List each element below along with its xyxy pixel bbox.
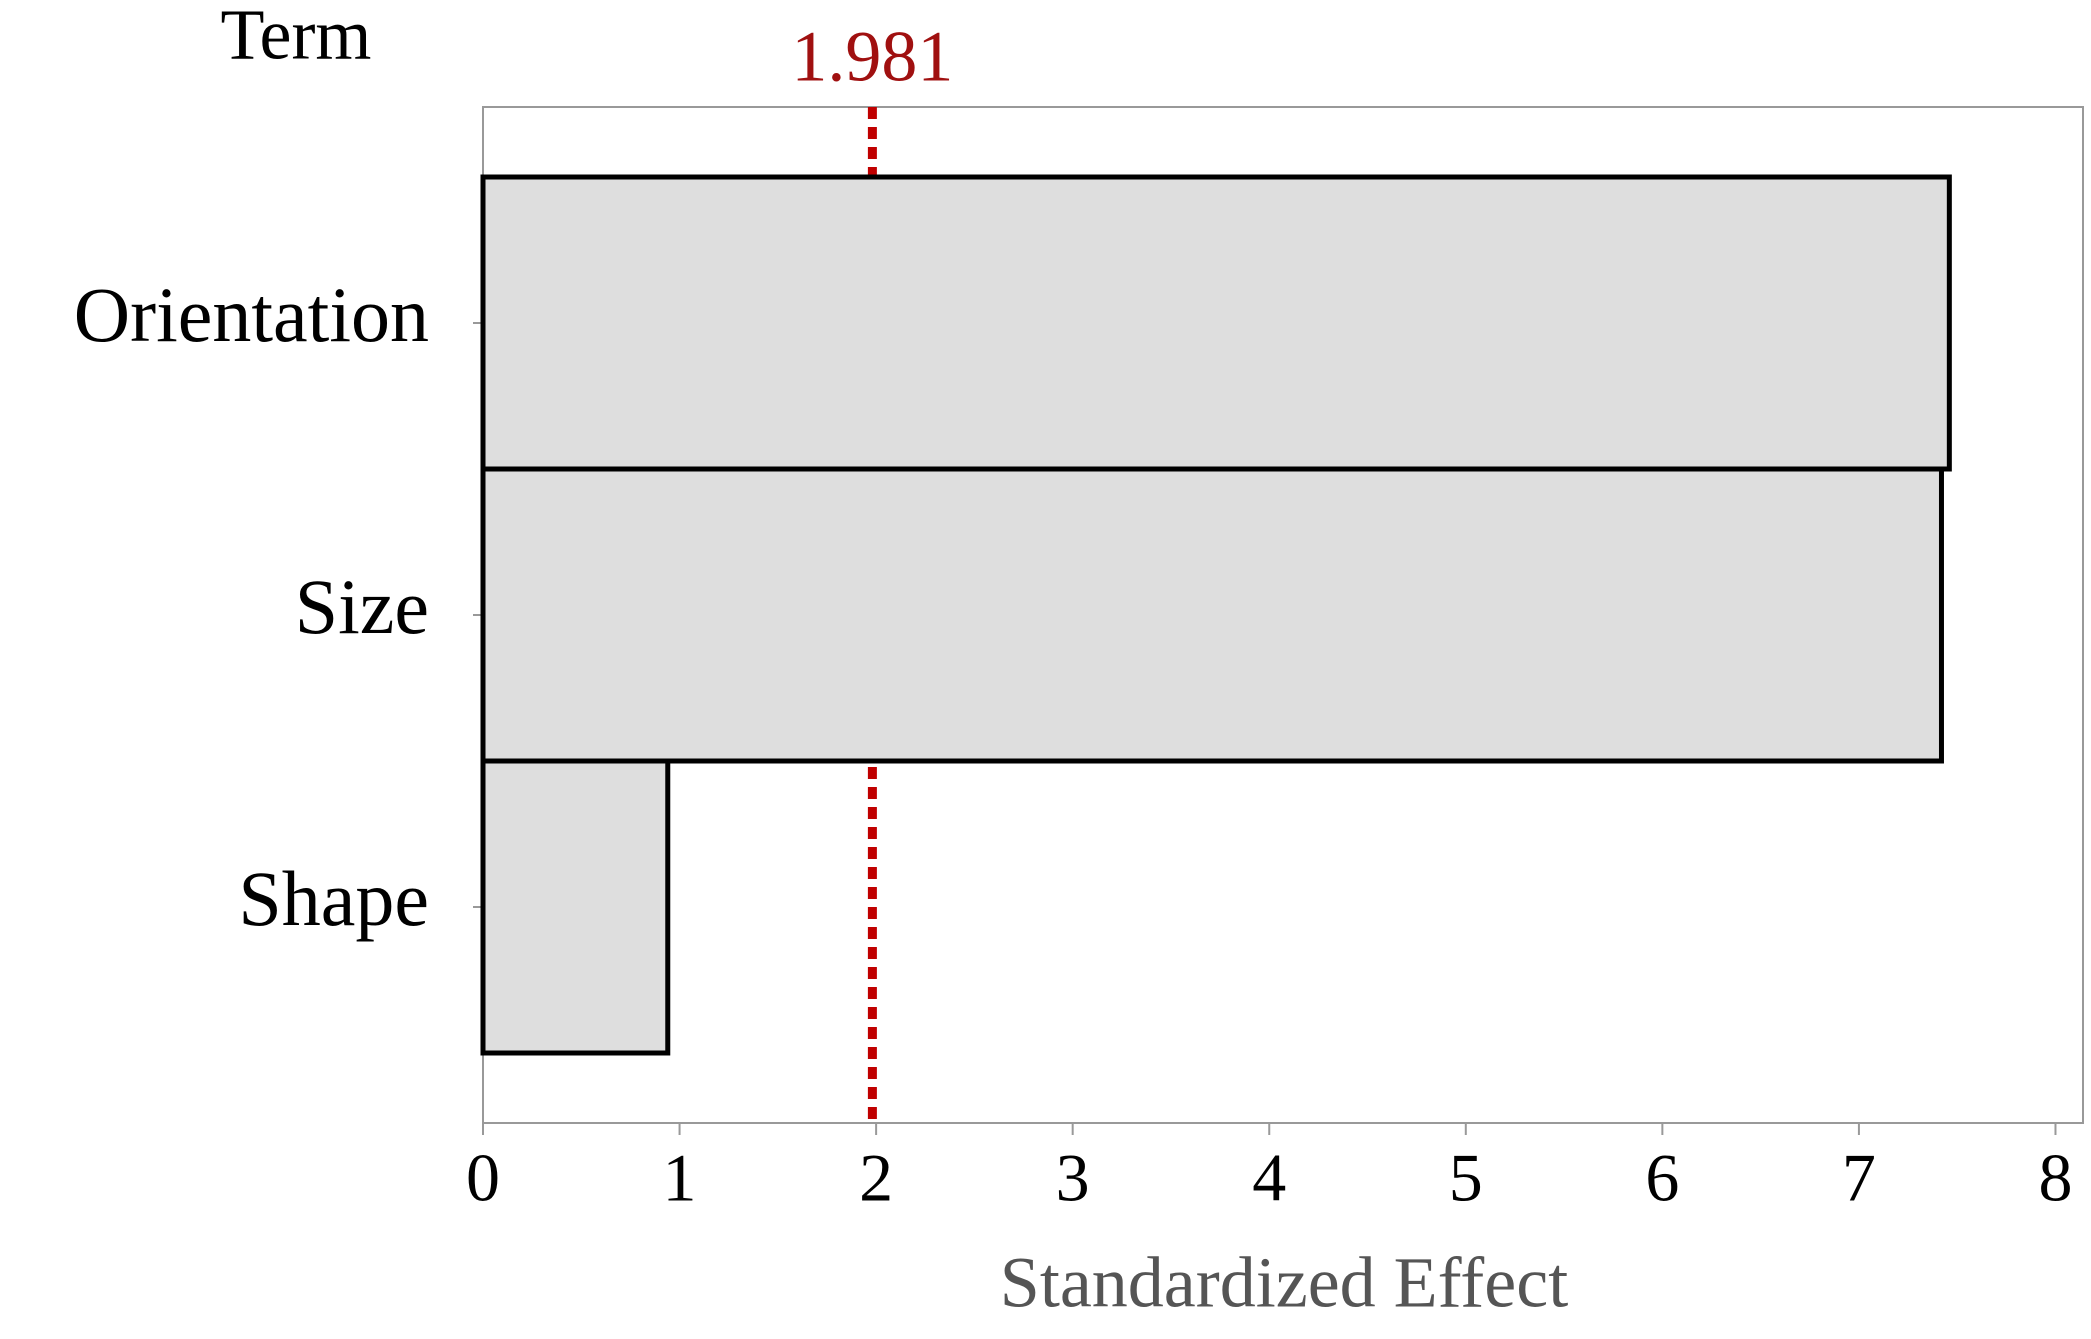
x-tick-label: 7 [1842,1140,1876,1216]
chart-title: Term [221,0,372,75]
reference-label: 1.981 [791,17,953,97]
bar [480,174,1952,472]
bar [480,466,1944,764]
y-tick-label: Size [295,563,429,650]
bar [480,758,671,1056]
y-tick-label: Shape [238,855,429,942]
x-tick-label: 3 [1056,1140,1090,1216]
x-tick-label: 5 [1449,1140,1483,1216]
y-tick-label: Orientation [74,271,429,358]
x-axis-label: Standardized Effect [1000,1243,1568,1323]
x-tick-label: 4 [1252,1140,1286,1216]
x-tick-label: 6 [1645,1140,1679,1216]
x-tick-label: 0 [466,1140,500,1216]
x-tick-label: 2 [859,1140,893,1216]
x-tick-label: 1 [663,1140,697,1216]
x-tick-label: 8 [2038,1140,2072,1216]
